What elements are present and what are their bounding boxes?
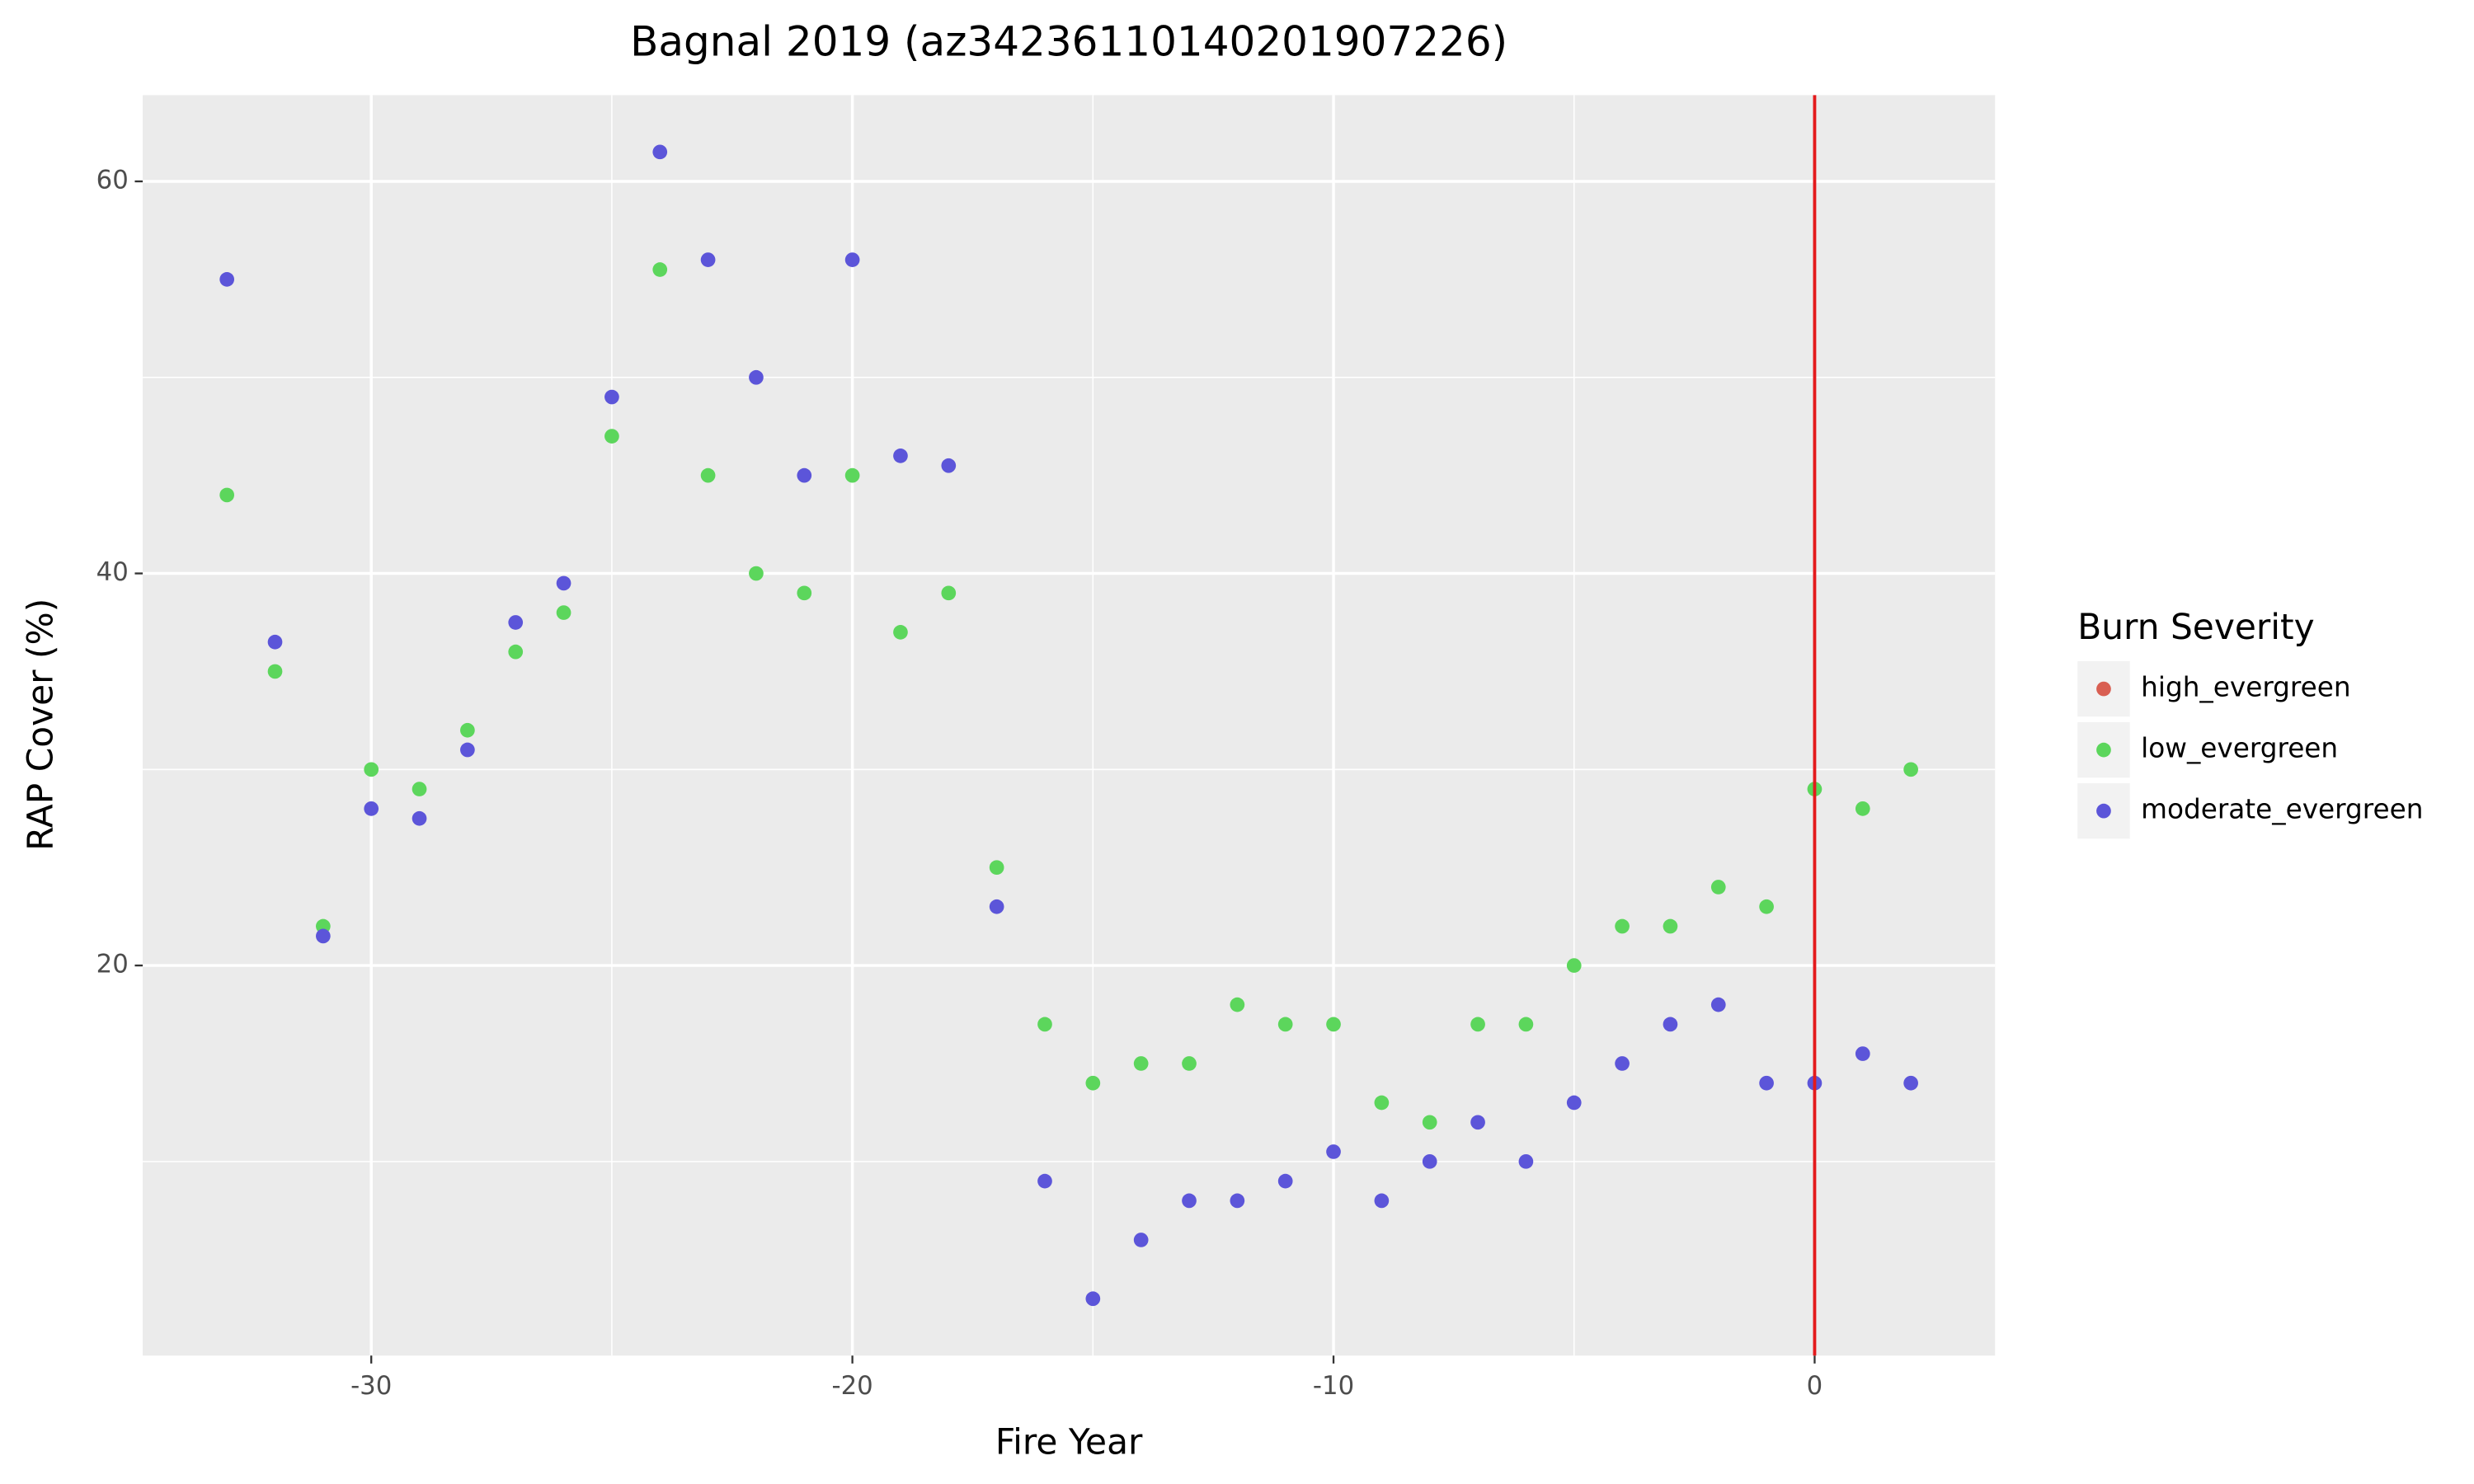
- point: [1470, 1017, 1485, 1032]
- point: [460, 742, 475, 758]
- point: [1615, 1056, 1630, 1071]
- point: [1759, 899, 1774, 914]
- point: [749, 369, 764, 385]
- point: [1855, 1046, 1870, 1061]
- legend-title: Burn Severity: [2077, 607, 2314, 647]
- point: [556, 575, 571, 591]
- legend-label: low_evergreen: [2141, 733, 2338, 764]
- point: [1470, 1115, 1485, 1130]
- point: [1182, 1056, 1197, 1071]
- legend-marker: [2096, 681, 2111, 697]
- point: [1037, 1017, 1052, 1032]
- point: [1085, 1075, 1101, 1091]
- point: [1230, 1193, 1245, 1209]
- point: [219, 487, 235, 503]
- point: [1374, 1095, 1390, 1111]
- point: [989, 860, 1004, 876]
- point: [1326, 1017, 1341, 1032]
- point: [1277, 1017, 1293, 1032]
- point: [1422, 1115, 1437, 1130]
- point: [508, 615, 524, 630]
- point: [1710, 880, 1726, 895]
- y-tick-label: 20: [96, 950, 129, 979]
- point: [1903, 1075, 1918, 1091]
- point: [1133, 1056, 1149, 1071]
- point: [1663, 1017, 1678, 1032]
- point: [364, 801, 379, 816]
- point: [556, 605, 571, 620]
- point: [1566, 1095, 1582, 1111]
- point: [1903, 762, 1918, 777]
- point: [219, 272, 235, 287]
- point: [412, 782, 427, 796]
- x-tick-label: -10: [1313, 1371, 1354, 1401]
- point: [1759, 1075, 1774, 1091]
- point: [797, 585, 812, 601]
- point: [1230, 997, 1245, 1012]
- legend-marker: [2096, 803, 2111, 819]
- point: [316, 928, 331, 944]
- point: [1518, 1017, 1534, 1032]
- point: [1855, 801, 1870, 816]
- point: [508, 644, 524, 660]
- point: [1710, 997, 1726, 1012]
- point: [1566, 958, 1582, 973]
- point: [412, 810, 427, 826]
- y-axis-title: RAP Cover (%): [20, 599, 60, 851]
- x-tick-label: 0: [1807, 1371, 1823, 1401]
- x-tick-label: -30: [350, 1371, 392, 1401]
- point: [797, 467, 812, 483]
- point: [1615, 918, 1630, 934]
- point: [652, 262, 668, 277]
- point: [989, 899, 1004, 914]
- point: [1277, 1173, 1293, 1189]
- point: [1326, 1144, 1341, 1159]
- point: [652, 144, 668, 160]
- point: [1085, 1291, 1101, 1307]
- point: [364, 762, 379, 777]
- legend-label: moderate_evergreen: [2141, 794, 2423, 825]
- point: [893, 625, 908, 640]
- y-tick-label: 40: [96, 557, 129, 587]
- point: [267, 664, 283, 679]
- chart-title: Bagnal 2019 (az34236110140201907226): [630, 17, 1507, 65]
- point: [460, 722, 475, 738]
- panel: [143, 95, 1996, 1356]
- point: [1133, 1233, 1149, 1247]
- point: [941, 458, 957, 473]
- point: [1518, 1153, 1534, 1169]
- point: [893, 448, 908, 463]
- legend-marker: [2096, 742, 2111, 758]
- point: [1374, 1193, 1390, 1209]
- point: [700, 467, 716, 483]
- point: [1182, 1193, 1197, 1209]
- point: [604, 429, 619, 444]
- point: [1422, 1153, 1437, 1169]
- point: [1037, 1173, 1052, 1189]
- x-axis-title: Fire Year: [995, 1421, 1143, 1462]
- point: [604, 389, 619, 405]
- point: [1663, 918, 1678, 934]
- point: [844, 467, 860, 483]
- point: [844, 252, 860, 267]
- point: [700, 252, 716, 267]
- point: [941, 585, 957, 601]
- y-tick-label: 60: [96, 166, 129, 195]
- legend-label: high_evergreen: [2141, 672, 2350, 703]
- x-tick-label: -20: [831, 1371, 872, 1401]
- point: [749, 566, 764, 581]
- point: [267, 634, 283, 650]
